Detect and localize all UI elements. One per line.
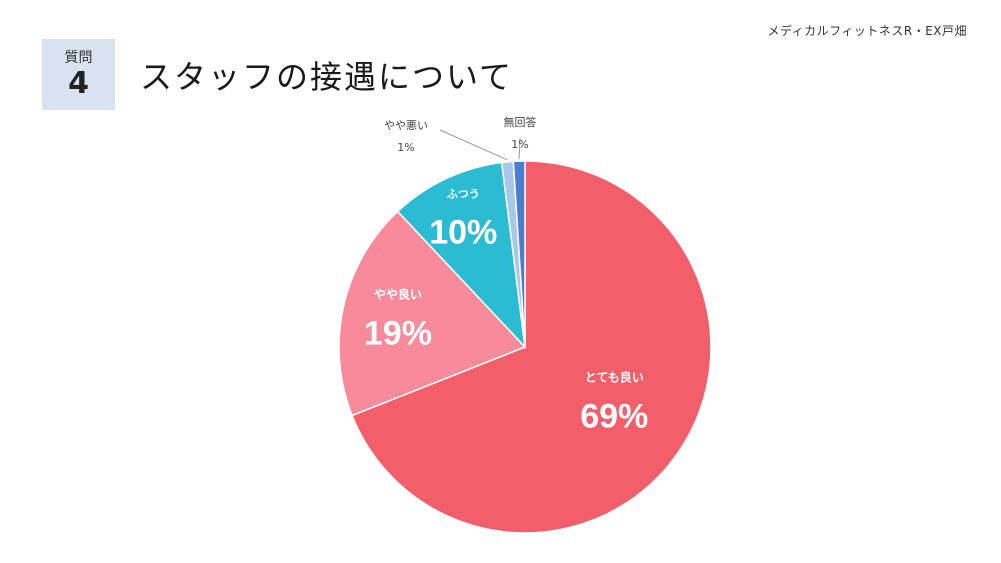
leader-line — [439, 129, 508, 161]
slice-value-label: 19% — [364, 315, 432, 353]
pie-slice — [338, 210, 527, 417]
pie-slice — [351, 160, 712, 534]
slice-category-label: ふつう — [447, 188, 480, 201]
slice-category-label: とても良い — [585, 370, 644, 385]
brand-name: メディカルフィットネスR・EX戸畑 — [767, 24, 967, 38]
question-number: 4 — [68, 65, 89, 101]
slice-category-label: やや悪い — [384, 119, 428, 132]
slice-category-label: 無回答 — [504, 115, 537, 129]
slice-value-label: 1% — [511, 138, 528, 151]
pie-slice — [512, 160, 526, 348]
question-badge: 質問 4 — [42, 39, 115, 110]
slice-value-label: 69% — [580, 398, 648, 436]
slice-category-label: やや良い — [374, 287, 422, 302]
slice-value-label: 1% — [397, 141, 414, 154]
pie-slice — [396, 161, 527, 350]
leader-line — [518, 137, 521, 160]
question-label: 質問 — [64, 49, 93, 66]
slice-value-label: 10% — [429, 214, 497, 252]
page-title: スタッフの接遇について — [140, 58, 514, 96]
